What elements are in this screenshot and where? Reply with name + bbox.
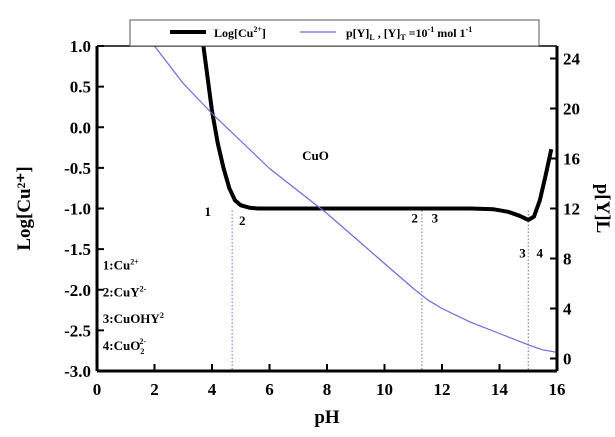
annotation-1: 1 <box>204 204 211 219</box>
y-right-axis-label: p[Y]L <box>592 184 613 234</box>
x-tick-label: 8 <box>323 380 332 399</box>
y-left-tick-label: -2.5 <box>64 321 91 340</box>
y-left-tick-label: 0.5 <box>70 78 91 97</box>
annotation-5: 3 <box>519 245 526 260</box>
species-label-4: 4:CuO22- <box>103 337 147 356</box>
annotation-2: 2 <box>239 213 246 228</box>
x-tick-label: 14 <box>491 380 509 399</box>
x-tick-label: 16 <box>549 380 566 399</box>
text-part: 2+ <box>253 25 262 34</box>
annotation-3: 2 <box>411 210 418 225</box>
text-part: 2- <box>139 337 146 346</box>
text-part: mol 1 <box>434 26 465 40</box>
y-left-tick-label: -1.0 <box>64 200 91 219</box>
annotation-4: 3 <box>432 210 439 225</box>
x-tick-label: 6 <box>265 380 274 399</box>
y-right-tick-label: 16 <box>563 150 580 169</box>
species-label-2: 2:CuY2- <box>103 284 147 299</box>
text-part: 1:Cu <box>103 257 130 272</box>
y-right-tick-label: 4 <box>563 300 572 319</box>
legend-label-py: p[Y]L , [Y]T =10-1 mol 1-1 <box>346 25 472 42</box>
y-left-tick-label: -2.0 <box>64 281 91 300</box>
text-part: 3:CuOHY <box>103 311 161 326</box>
text-part: -1 <box>466 25 473 34</box>
text-part: 2:CuY <box>103 284 140 299</box>
series-log-cu-line <box>201 46 554 222</box>
x-axis-label: pH <box>314 407 340 428</box>
text-part: 2- <box>140 284 147 293</box>
x-tick-label: 10 <box>376 380 393 399</box>
text-part: 2+ <box>130 257 139 266</box>
legend-label-log-cu: Log[Cu2+] <box>214 25 266 40</box>
x-tick-label: 4 <box>208 380 217 399</box>
y-left-tick-label: 1.0 <box>70 37 91 56</box>
text-part: ] <box>262 26 266 40</box>
x-tick-label: 12 <box>434 380 451 399</box>
text-part: =10 <box>406 26 428 40</box>
text-part: 2 <box>140 347 144 356</box>
y-right-tick-label: 0 <box>563 350 572 369</box>
y-left-tick-label: -1.5 <box>64 240 91 259</box>
y-left-tick-label: -3.0 <box>64 362 91 381</box>
y-left-tick-label: -0.5 <box>64 159 91 178</box>
x-tick-label: 0 <box>93 380 102 399</box>
annotation-6: 4 <box>537 245 544 260</box>
text-part: , [Y] <box>375 26 401 40</box>
text-part: 4:CuO <box>103 338 141 353</box>
text-part: T <box>400 33 406 42</box>
text-part: Log[Cu <box>214 26 254 40</box>
annotation-7: CuO <box>302 148 329 163</box>
y-right-tick-label: 8 <box>563 250 572 269</box>
species-label-1: 1:Cu2+ <box>103 257 139 272</box>
series-py-line <box>154 46 557 353</box>
y-left-tick-label: 0.0 <box>70 118 91 137</box>
text-part: L <box>369 33 374 42</box>
text-part: 2 <box>160 311 164 320</box>
text-part: p[Y] <box>346 26 369 40</box>
species-label-3: 3:CuOHY2 <box>103 311 164 326</box>
x-tick-label: 2 <box>150 380 159 399</box>
y-right-tick-label: 24 <box>563 50 581 69</box>
y-left-axis-label: Log[Cu²⁺] <box>14 166 35 250</box>
y-right-tick-label: 12 <box>563 200 580 219</box>
text-part: -1 <box>428 25 435 34</box>
y-right-tick-label: 20 <box>563 100 580 119</box>
